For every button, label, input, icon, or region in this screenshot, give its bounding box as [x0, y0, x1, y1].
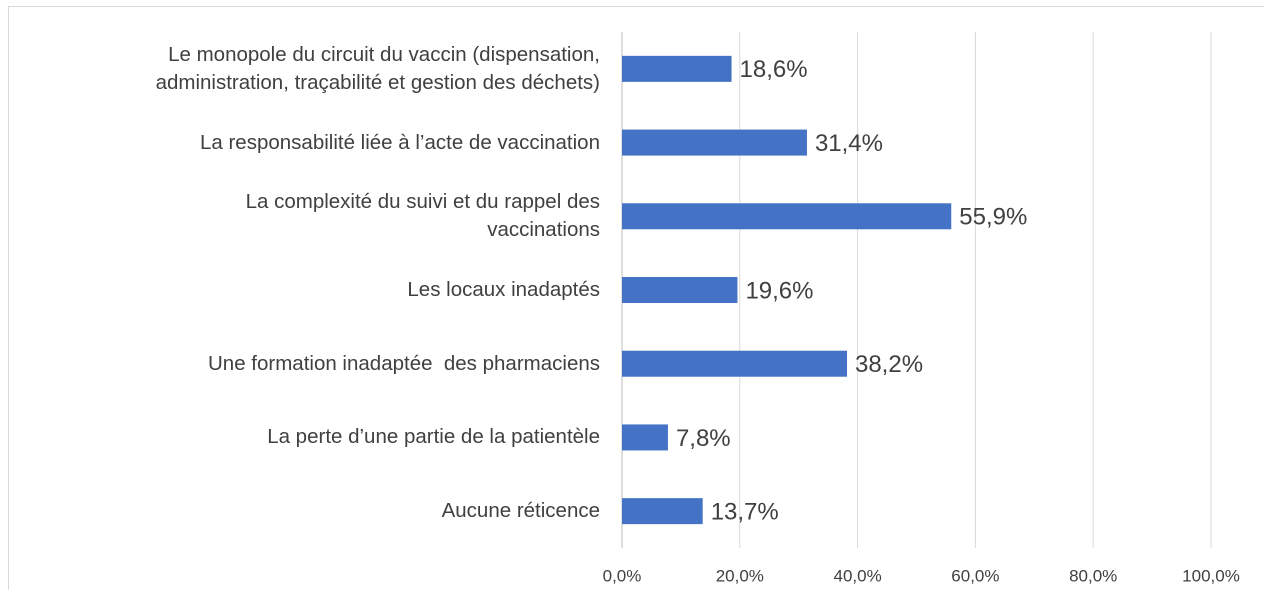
y-tick-label: Le monopole du circuit du vaccin (dispen… [155, 42, 600, 94]
bar [622, 350, 847, 377]
x-tick-label: 40,0% [833, 566, 881, 585]
x-tick-label: 60,0% [951, 566, 999, 585]
data-label: 38,2% [855, 351, 923, 378]
bar [622, 424, 668, 451]
y-tick-label: Les locaux inadaptés [407, 278, 600, 301]
bar [622, 277, 738, 303]
bar [622, 55, 732, 82]
y-tick-label: La responsabilité liée à l’acte de vacci… [199, 130, 600, 154]
x-tick-label: 100,0% [1182, 566, 1240, 585]
y-tick-label: La complexité du suivi et du rappel des … [245, 190, 600, 242]
x-tick-label: 80,0% [1069, 566, 1117, 585]
data-label: 55,9% [959, 204, 1027, 231]
data-label: 19,6% [745, 277, 813, 304]
x-tick-label: 0,0% [603, 566, 642, 585]
data-label: 18,6% [740, 56, 808, 83]
bar [622, 498, 703, 525]
chart-border [8, 6, 1264, 590]
data-label: 31,4% [815, 130, 883, 157]
y-tick-label: Aucune réticence [441, 499, 600, 523]
bar [622, 129, 807, 156]
data-label: 7,8% [676, 425, 731, 452]
y-tick-label: Une formation inadaptée des pharmaciens [207, 351, 600, 375]
y-tick-label: La perte d’une partie de la patientèle [267, 425, 600, 449]
data-label: 13,7% [711, 498, 779, 525]
bar [622, 203, 952, 230]
x-tick-label: 20,0% [716, 566, 764, 585]
